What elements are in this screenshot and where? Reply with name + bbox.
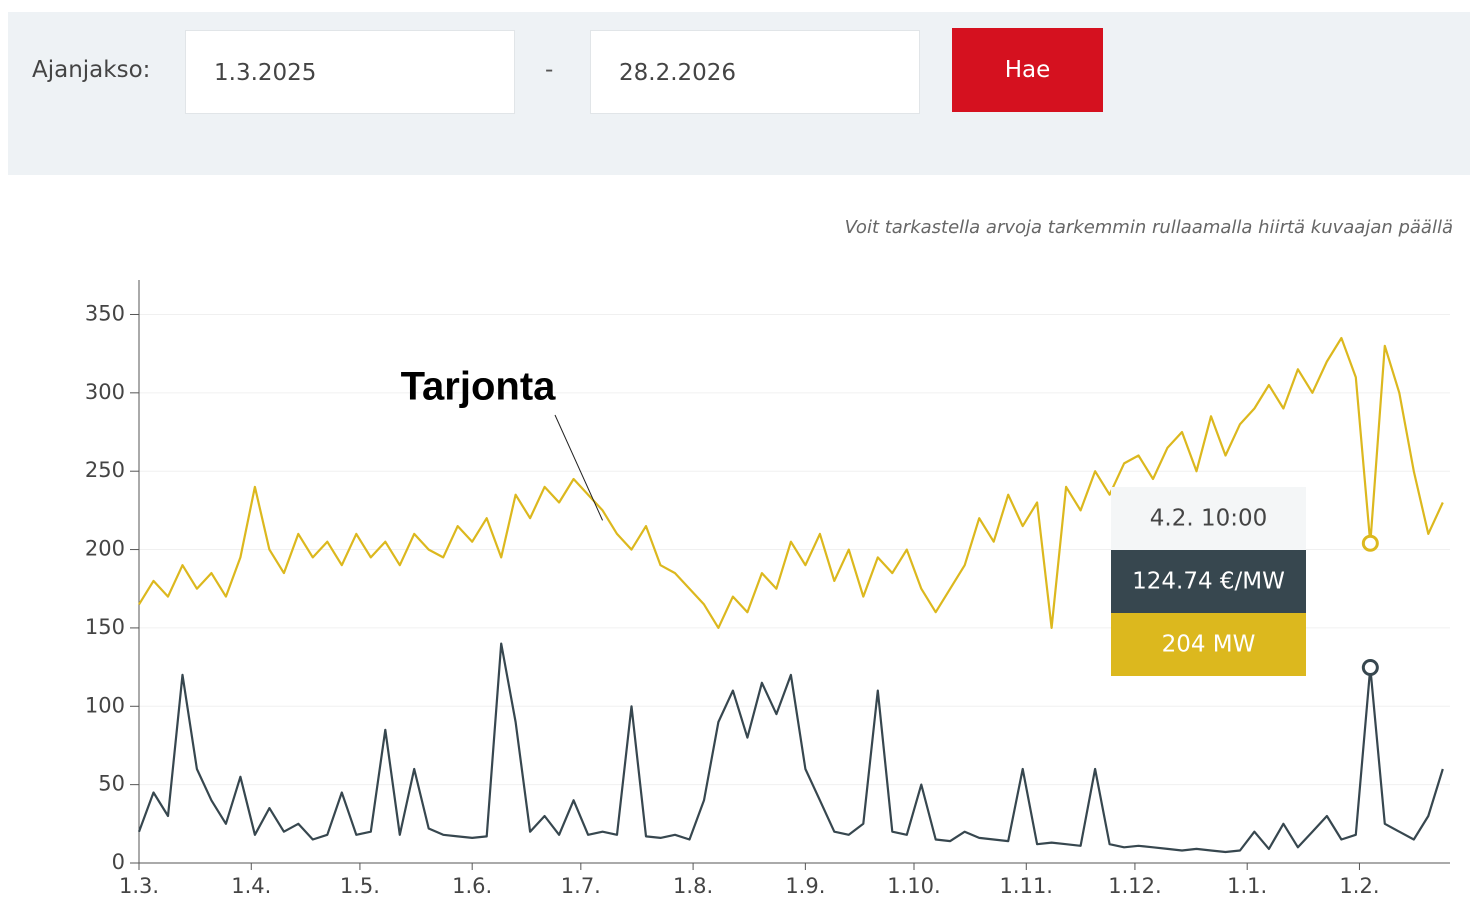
- y-tick-label: 250: [85, 458, 125, 482]
- tooltip-price-bg: [1111, 550, 1306, 613]
- x-tick-label: 1.5.: [340, 874, 380, 898]
- y-tick-label: 200: [85, 537, 125, 561]
- x-tick-label: 1.12.: [1108, 874, 1161, 898]
- plot: [137, 336, 1444, 854]
- search-button[interactable]: Hae: [952, 28, 1103, 112]
- tooltip-price: 124.74 €/MW: [1132, 569, 1285, 595]
- annotation-leader: [554, 414, 604, 521]
- y-tick-label: 150: [85, 615, 125, 639]
- x-tick-label: 1.7.: [561, 874, 601, 898]
- x-tick-label: 1.10.: [887, 874, 940, 898]
- x-tick-label: 1.8.: [673, 874, 713, 898]
- y-tick-label: 50: [98, 772, 125, 796]
- y-tick-label: 300: [85, 380, 125, 404]
- x-tick-label: 1.3.: [119, 874, 159, 898]
- start-date-input[interactable]: 1.3.2025: [185, 30, 515, 114]
- filter-panel: Ajanjakso: 1.3.2025 - 28.2.2026 Hae: [8, 12, 1470, 175]
- hint: Voit tarkastella arvoja tarkemmin rullaa…: [844, 217, 1453, 238]
- tooltip-header: [1111, 487, 1306, 550]
- x-tick-label: 1.2.: [1339, 874, 1379, 898]
- annotation: Tarjonta: [401, 365, 557, 409]
- y-tick-label: 0: [112, 850, 125, 874]
- x-tick-label: 1.6.: [452, 874, 492, 898]
- tooltip-time: 4.2. 10:00: [1150, 506, 1267, 532]
- x-tick-label: 1.9.: [785, 874, 825, 898]
- y-tick-label: 100: [85, 693, 125, 717]
- separator: -: [545, 57, 554, 83]
- tooltip-volume-bg: [1111, 613, 1306, 676]
- series-line: [137, 642, 1444, 854]
- end-date-input[interactable]: 28.2.2026: [590, 30, 920, 114]
- hover-marker: [1361, 659, 1379, 677]
- series-line: [138, 336, 1444, 629]
- tooltip-volume: 204 MW: [1162, 632, 1256, 658]
- hover-marker: [1361, 534, 1379, 552]
- x-tick-label: 1.4.: [231, 874, 271, 898]
- x-tick-label: 1.11.: [1000, 874, 1053, 898]
- period-label: Ajanjakso:: [32, 57, 151, 83]
- overlay: Tarjonta 4.2. 10:00 124.74 €/MW 204 MW: [401, 365, 1379, 677]
- y-tick-label: 350: [85, 301, 125, 325]
- x-tick-label: 1.1.: [1227, 874, 1267, 898]
